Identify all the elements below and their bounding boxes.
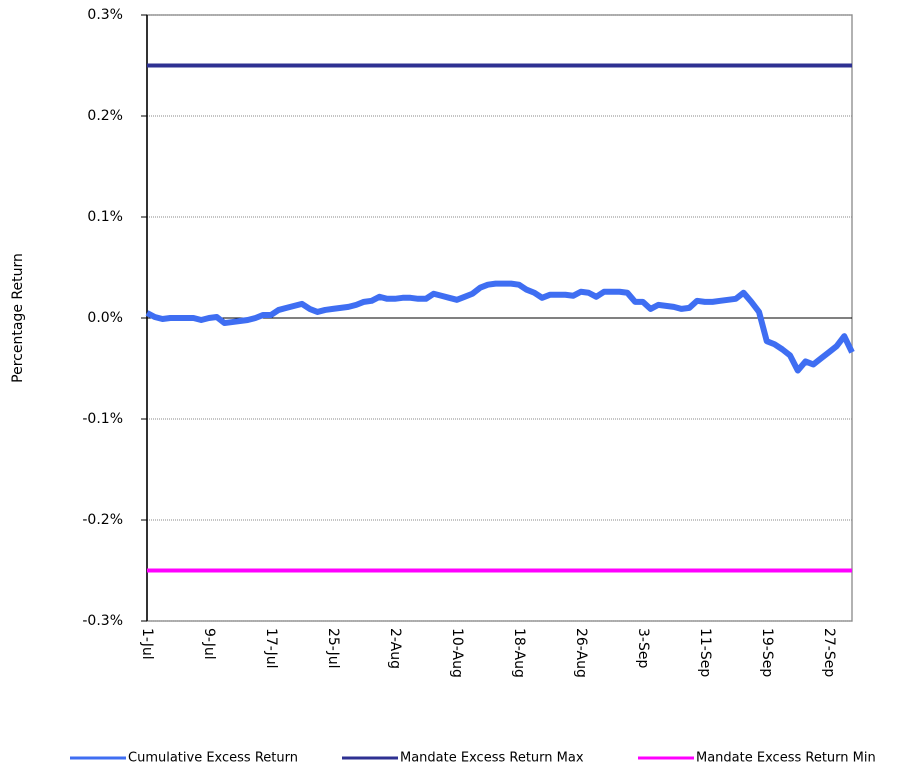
x-tick-label: 17-Jul — [263, 628, 279, 669]
x-tick-label: 18-Aug — [511, 628, 527, 678]
x-tick-label: 11-Sep — [697, 628, 713, 677]
y-tick-label: 0.0% — [87, 310, 123, 326]
y-axis-label: Percentage Return — [10, 253, 26, 383]
x-tick-label: 27-Sep — [821, 628, 837, 677]
x-tick-label: 3-Sep — [635, 628, 651, 668]
y-tick-label: -0.3% — [82, 613, 123, 629]
x-tick-label: 19-Sep — [759, 628, 775, 677]
x-tick-label: 9-Jul — [201, 628, 217, 660]
x-tick-label: 10-Aug — [449, 628, 465, 678]
legend-label: Cumulative Excess Return — [128, 751, 298, 766]
legend-label: Mandate Excess Return Max — [400, 751, 584, 766]
y-tick-label: -0.1% — [82, 411, 123, 427]
x-tick-label: 26-Aug — [573, 628, 589, 678]
x-tick-label: 25-Jul — [325, 628, 341, 669]
y-tick-label: -0.2% — [82, 512, 123, 528]
series-line — [145, 280, 855, 374]
legend-label: Mandate Excess Return Min — [696, 751, 876, 766]
y-tick-label: 0.2% — [87, 108, 123, 124]
y-tick-label: 0.1% — [87, 209, 123, 225]
x-tick-label: 1-Jul — [139, 628, 155, 660]
x-tick-label: 2-Aug — [387, 628, 403, 669]
y-tick-label: 0.3% — [87, 7, 123, 23]
